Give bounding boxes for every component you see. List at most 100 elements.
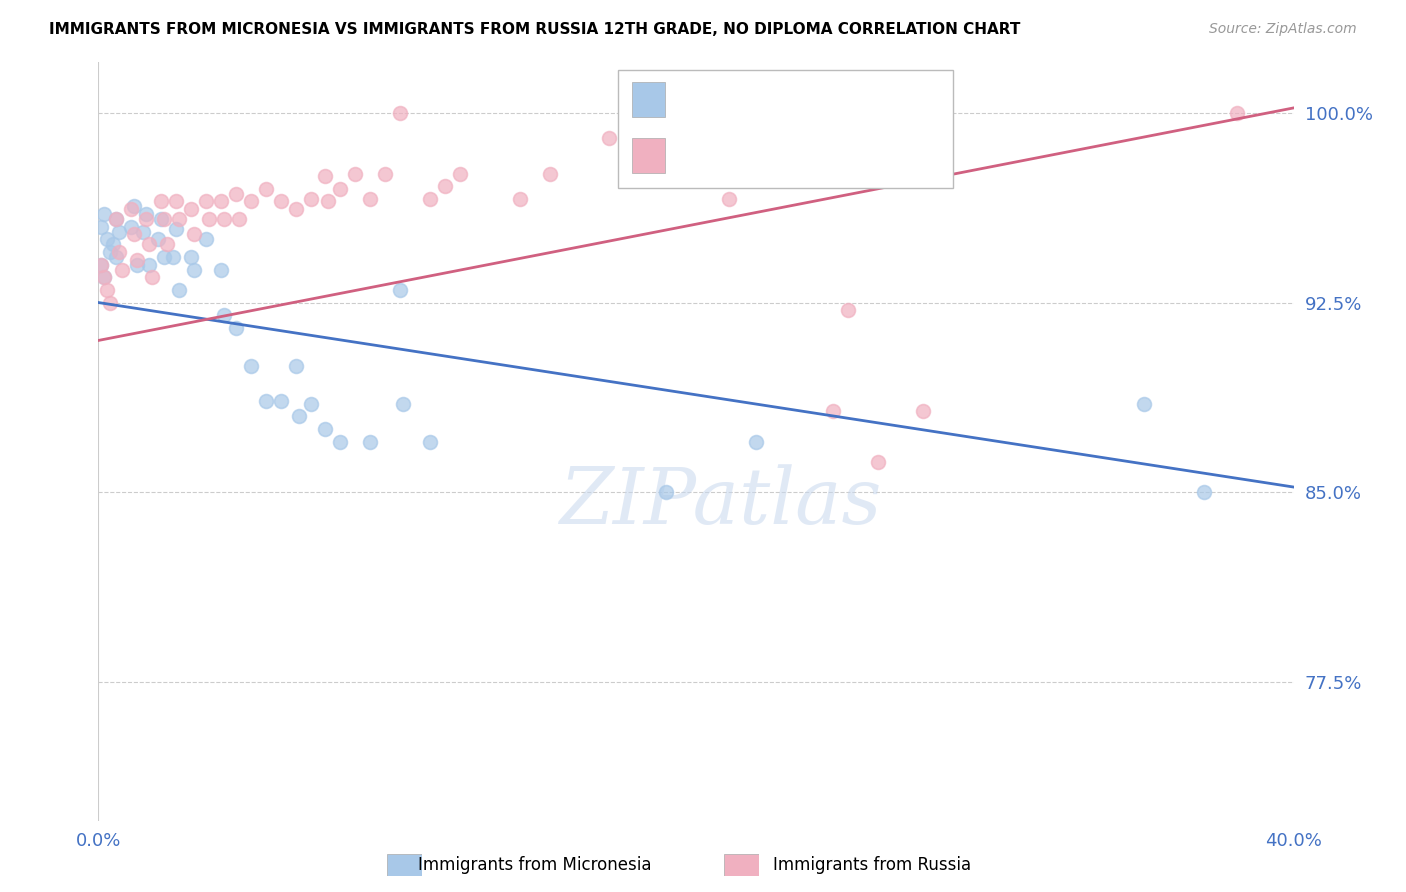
Point [165,194,187,209]
Point [111,262,134,277]
Point [165,222,187,236]
Point [225,186,247,201]
Point [180,202,202,216]
Point [868,455,890,469]
Point [419,434,441,449]
Point [183,227,205,242]
Point [655,485,678,500]
Point [96,232,118,246]
Point [120,219,142,234]
Point [270,394,292,409]
Point [299,397,322,411]
Point [132,225,155,239]
Point [138,237,160,252]
Point [434,179,457,194]
Point [287,409,309,424]
Point [93,270,115,285]
Point [733,106,755,120]
Point [703,167,725,181]
Point [837,303,859,318]
Point [135,212,157,227]
Point [96,283,118,297]
Point [389,106,412,120]
Point [153,250,176,264]
Point [90,219,112,234]
Text: Immigrants from Micronesia: Immigrants from Micronesia [418,856,651,874]
Text: IMMIGRANTS FROM MICRONESIA VS IMMIGRANTS FROM RUSSIA 12TH GRADE, NO DIPLOMA CORR: IMMIGRANTS FROM MICRONESIA VS IMMIGRANTS… [49,22,1021,37]
Point [225,320,247,334]
Point [90,258,112,272]
Point [628,167,651,181]
Point [359,434,381,449]
Point [688,106,710,120]
Y-axis label: 12th Grade, No Diploma: 12th Grade, No Diploma [0,341,8,542]
Point [329,182,352,196]
Point [284,359,307,373]
Point [209,194,232,209]
Point [212,212,235,227]
Point [153,212,176,227]
Point [148,232,170,246]
Point [180,250,202,264]
Point [198,212,221,227]
Point [127,252,149,267]
Point [389,283,412,297]
Point [105,212,128,227]
Point [105,212,128,227]
Point [98,245,122,260]
Point [1192,485,1215,500]
Point [156,237,179,252]
Point [209,262,232,277]
Point [374,167,396,181]
Point [239,194,262,209]
Point [315,169,337,184]
Point [1226,106,1249,120]
Point [135,207,157,221]
Point [141,270,163,285]
Point [183,262,205,277]
Point [823,404,845,418]
Point [254,394,277,409]
Point [1133,397,1156,411]
Point [912,404,935,418]
Point [103,237,125,252]
Point [329,434,352,449]
Point [359,192,381,206]
Point [793,144,815,158]
Point [212,308,235,322]
Point [318,194,340,209]
Point [108,245,131,260]
Point [270,194,292,209]
Point [138,258,160,272]
Point [419,192,441,206]
Point [124,227,146,242]
Point [509,192,531,206]
Point [105,250,128,264]
Point [658,144,681,158]
Point [299,192,322,206]
Point [150,194,173,209]
Point [745,434,768,449]
Point [392,397,415,411]
Point [120,202,142,216]
Point [127,258,149,272]
Point [195,194,218,209]
Point [90,258,112,272]
Point [254,182,277,196]
Point [284,202,307,216]
Point [228,212,250,227]
Point [167,212,190,227]
Point [239,359,262,373]
Point [167,283,190,297]
Point [449,167,471,181]
Point [124,200,146,214]
Point [150,212,173,227]
Point [717,192,740,206]
Point [762,167,785,181]
Point [98,295,122,310]
Point [598,131,620,145]
Point [93,207,115,221]
Point [538,167,561,181]
Point [93,270,115,285]
Text: Immigrants from Russia: Immigrants from Russia [773,856,970,874]
